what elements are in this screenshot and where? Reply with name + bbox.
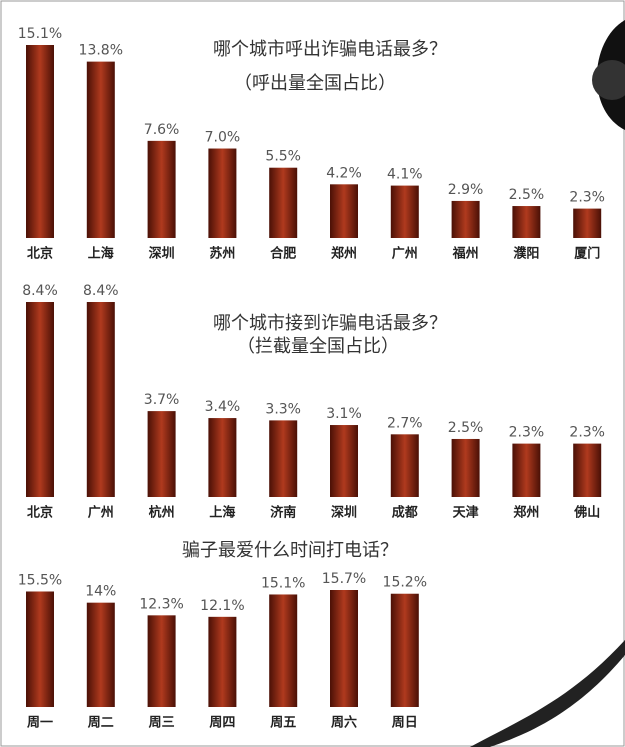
bar [26,302,54,497]
category-label: 深圳 [149,246,175,262]
category-label: 周二 [88,716,114,731]
bar [208,616,237,707]
value-label: 15.1% [18,26,62,42]
category-label: 广州 [88,505,114,521]
value-label: 3.1% [326,406,362,422]
bar [330,425,358,497]
value-label: 2.5% [448,420,484,436]
category-label: 上海 [88,246,114,262]
bar [269,594,298,707]
category-label: 苏州 [209,246,235,262]
bar [330,590,358,707]
value-label: 8.4% [83,283,119,299]
value-label: 4.1% [387,167,423,183]
chart-title: 哪个城市接到诈骗电话最多？ [213,313,447,334]
category-label: 北京 [27,505,53,521]
bar [390,434,419,497]
category-label: 广州 [392,246,418,262]
chart-title: 哪个城市呼出诈骗电话最多？ [213,39,447,60]
category-label: 深圳 [331,505,357,521]
value-label: 15.7% [322,571,366,587]
phone-cord [470,640,625,747]
chart-title: 骗子最爱什么时间打电话？ [182,540,398,561]
bar [330,184,358,238]
value-label: 15.2% [383,575,427,591]
category-label: 合肥 [270,246,296,262]
category-label: 周一 [27,716,53,731]
category-label: 周六 [331,715,357,731]
bar [147,615,176,707]
category-label: 周四 [209,716,235,731]
bar [208,148,237,238]
value-label: 13.8% [79,43,123,59]
value-label: 2.5% [509,187,545,203]
bar [269,167,298,238]
value-label: 3.3% [265,401,301,417]
category-label: 佛山 [573,505,600,521]
bar [512,443,541,497]
value-label: 2.3% [509,425,545,441]
bar [390,185,419,238]
value-label: 12.3% [139,596,183,612]
category-label: 杭州 [149,505,175,521]
value-label: 12.1% [200,598,244,614]
value-label: 2.9% [448,182,484,198]
category-label: 周五 [270,716,296,731]
value-label: 5.5% [265,149,301,165]
bar [390,593,419,707]
category-label: 周三 [149,716,175,731]
phone-detail [592,60,625,100]
category-label: 周日 [392,716,418,731]
category-label: 济南 [270,505,296,521]
category-label: 福州 [452,246,479,262]
value-label: 3.7% [144,392,180,408]
category-label: 濮阳 [513,246,539,262]
bar [512,206,541,238]
value-label: 8.4% [22,283,58,299]
category-label: 成都 [392,505,418,521]
value-label: 2.7% [387,415,423,431]
bar [86,302,115,497]
category-label: 天津 [453,505,479,521]
value-label: 4.2% [326,165,362,181]
category-label: 北京 [27,246,53,262]
bar [86,61,115,239]
chart-subtitle: （呼出量全国占比） [234,73,396,94]
value-label: 7.6% [144,122,180,138]
value-label: 3.4% [205,399,241,415]
bar [147,411,176,497]
bar [86,602,115,707]
value-label: 15.5% [18,572,62,588]
value-label: 2.3% [569,190,605,206]
value-label: 2.3% [569,425,605,441]
bar [26,591,54,707]
category-label: 郑州 [513,505,539,521]
category-label: 上海 [209,505,235,521]
value-label: 15.1% [261,575,305,591]
bar [26,45,54,238]
category-label: 厦门 [574,246,600,262]
bar [451,200,480,238]
value-label: 7.0% [205,130,241,146]
bar [269,420,298,497]
bar [573,443,602,497]
bar [208,418,237,497]
bar [573,208,602,238]
category-label: 郑州 [331,246,357,262]
value-label: 14% [85,584,116,600]
bar [147,140,176,238]
chart-subtitle: （拦截量全国占比） [237,336,399,357]
bar [451,438,480,497]
